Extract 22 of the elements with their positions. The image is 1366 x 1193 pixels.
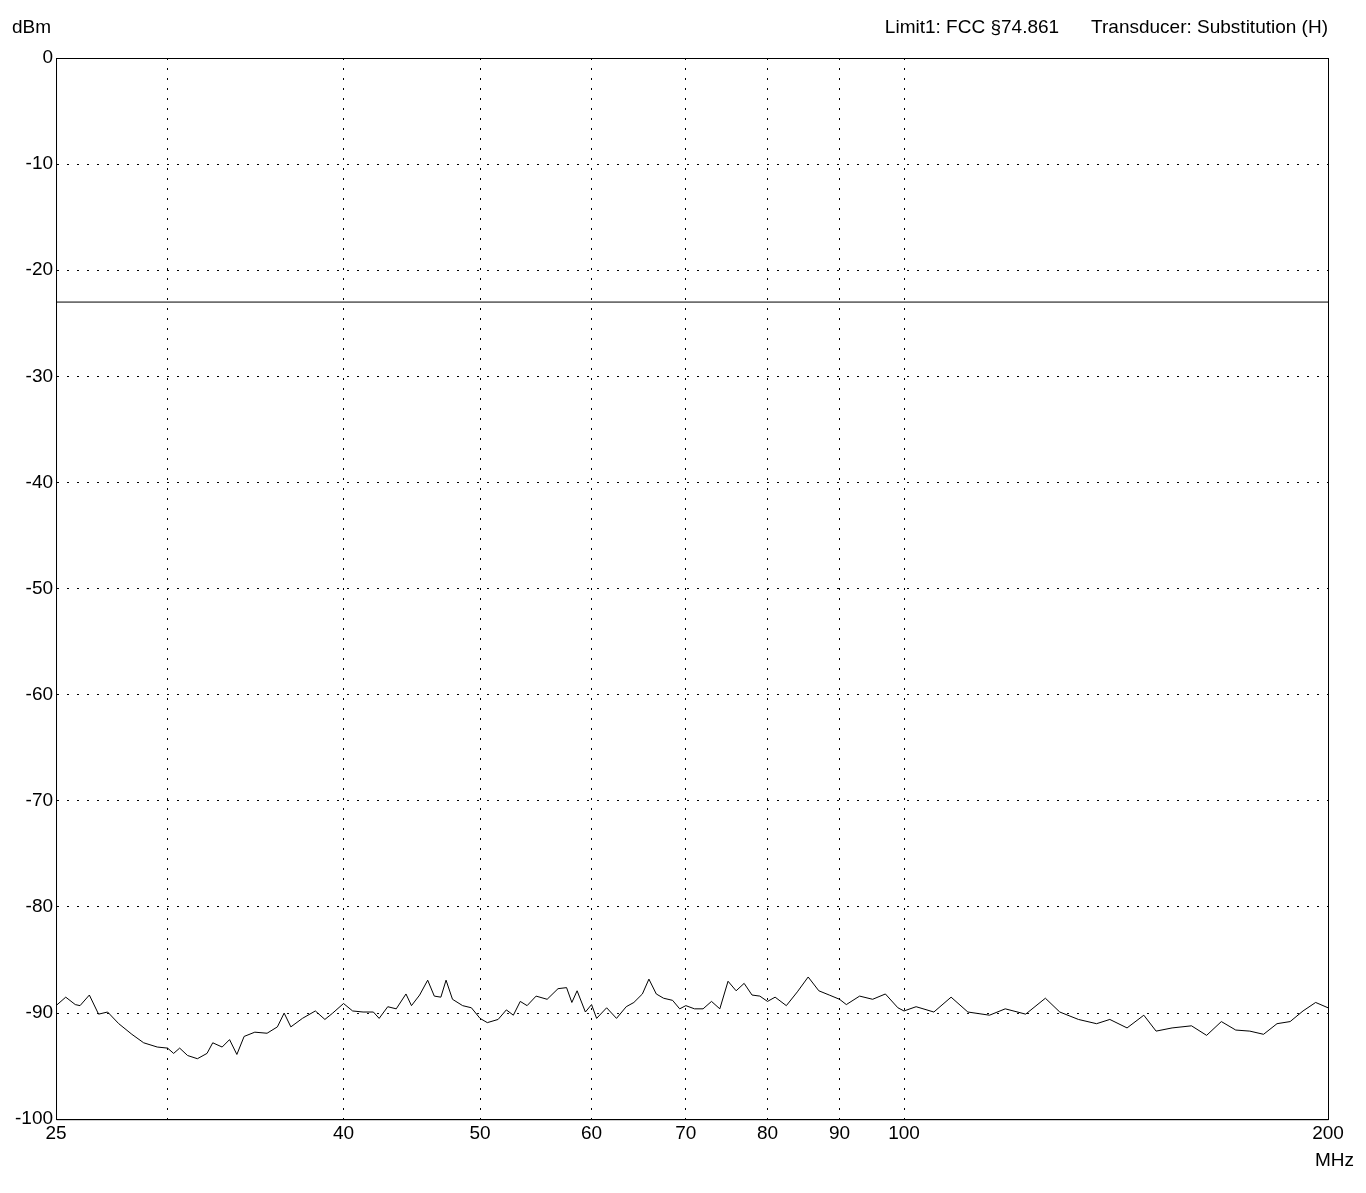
x-tick-label: 80 [756,1121,779,1143]
y-tick-label: -90 [25,1001,54,1023]
x-axis-title: MHz [1314,1148,1354,1170]
y-tick-label: -50 [25,576,54,598]
x-tick-label: 70 [675,1121,697,1143]
y-tick-label: -80 [25,895,54,917]
x-tick-label: 90 [828,1121,851,1143]
y-tick-label: -70 [25,789,54,811]
y-tick-label: -30 [25,364,54,386]
y-tick-label: -10 [25,152,54,174]
x-tick-label: 40 [332,1121,355,1143]
x-tick-label: 60 [580,1121,603,1143]
y-tick-label: -40 [25,470,54,492]
y-tick-label: 0 [42,46,54,68]
y-tick-label: -60 [25,682,54,704]
y-tick-label: -20 [25,258,54,280]
y-axis-title: dBm [12,15,52,37]
x-tick-label: 200 [1312,1121,1344,1143]
text: Transducer: Substitution (H) [1091,15,1328,37]
text: Limit1: FCC §74.861 [884,15,1060,37]
x-tick-label: 100 [888,1121,920,1143]
x-tick-label: 50 [469,1121,491,1143]
